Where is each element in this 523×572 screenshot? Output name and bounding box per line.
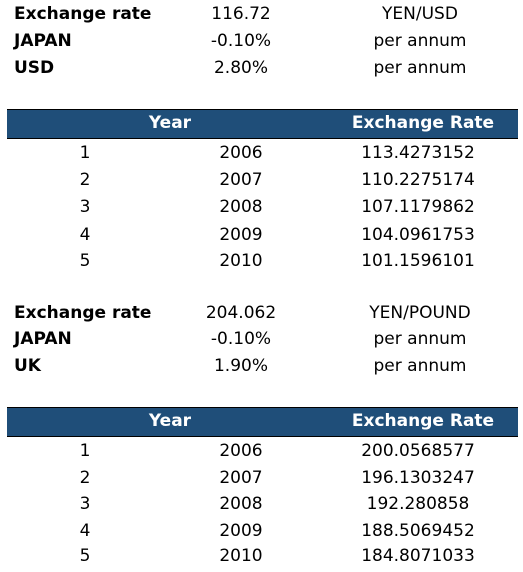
row-rate: 104.0961753 bbox=[361, 225, 475, 245]
row-year: 2009 bbox=[219, 521, 263, 541]
row-rate: 196.1303247 bbox=[361, 468, 475, 488]
row-index: 4 bbox=[79, 521, 91, 541]
row-rate: 101.1596101 bbox=[361, 251, 475, 271]
table-row: 4 2009 104.0961753 bbox=[0, 225, 523, 251]
row-year: 2010 bbox=[219, 546, 263, 566]
table-row: 2 2007 196.1303247 bbox=[0, 468, 523, 494]
param-label: JAPAN bbox=[14, 329, 72, 349]
param-label: Exchange rate bbox=[14, 4, 152, 24]
row-rate: 184.8071033 bbox=[361, 546, 475, 566]
row-index: 5 bbox=[79, 251, 91, 271]
param-label: Exchange rate bbox=[14, 303, 152, 323]
row-index: 2 bbox=[79, 170, 91, 190]
param-unit: per annum bbox=[373, 356, 467, 376]
row-year: 2007 bbox=[219, 468, 263, 488]
row-rate: 200.0568577 bbox=[361, 441, 475, 461]
header-exchange-rate: Exchange Rate bbox=[351, 113, 495, 133]
row-index: 5 bbox=[79, 546, 91, 566]
table-row: 3 2008 107.1179862 bbox=[0, 197, 523, 223]
param-value: -0.10% bbox=[210, 329, 272, 349]
row-rate: 113.4273152 bbox=[361, 143, 475, 163]
row-index: 2 bbox=[79, 468, 91, 488]
row-rate: 192.280858 bbox=[366, 494, 470, 514]
row-rate: 107.1179862 bbox=[361, 197, 475, 217]
row-index: 4 bbox=[79, 225, 91, 245]
row-year: 2006 bbox=[219, 143, 263, 163]
table-row: 1 2006 200.0568577 bbox=[0, 441, 523, 467]
param-label: JAPAN bbox=[14, 31, 72, 51]
param-value: 2.80% bbox=[213, 58, 268, 78]
header-year: Year bbox=[148, 411, 192, 431]
param-value: -0.10% bbox=[210, 31, 272, 51]
table-row: 3 2008 192.280858 bbox=[0, 494, 523, 520]
row-index: 3 bbox=[79, 494, 91, 514]
table-row: 5 2010 101.1596101 bbox=[0, 251, 523, 277]
row-year: 2008 bbox=[219, 197, 263, 217]
row-rate: 110.2275174 bbox=[361, 170, 475, 190]
row-index: 1 bbox=[79, 143, 91, 163]
param-unit: per annum bbox=[373, 58, 467, 78]
row-index: 1 bbox=[79, 441, 91, 461]
row-year: 2010 bbox=[219, 251, 263, 271]
row-index: 3 bbox=[79, 197, 91, 217]
param-unit: per annum bbox=[373, 329, 467, 349]
param-value: 116.72 bbox=[211, 4, 271, 24]
row-year: 2008 bbox=[219, 494, 263, 514]
table-row: 1 2006 113.4273152 bbox=[0, 143, 523, 169]
param-value: 204.062 bbox=[205, 303, 277, 323]
uk-table-header: Year Exchange Rate bbox=[7, 407, 518, 437]
table-row: 4 2009 188.5069452 bbox=[0, 521, 523, 547]
row-year: 2006 bbox=[219, 441, 263, 461]
param-label: USD bbox=[14, 58, 55, 78]
usd-table-header: Year Exchange Rate bbox=[7, 109, 518, 139]
table-row: 5 2010 184.8071033 bbox=[0, 546, 523, 572]
param-unit: per annum bbox=[373, 31, 467, 51]
row-year: 2009 bbox=[219, 225, 263, 245]
param-unit: YEN/USD bbox=[382, 4, 458, 24]
param-unit: YEN/POUND bbox=[369, 303, 471, 323]
param-value: 1.90% bbox=[213, 356, 268, 376]
table-row: 2 2007 110.2275174 bbox=[0, 170, 523, 196]
param-label: UK bbox=[14, 356, 41, 376]
header-year: Year bbox=[148, 113, 192, 133]
header-exchange-rate: Exchange Rate bbox=[351, 411, 495, 431]
row-year: 2007 bbox=[219, 170, 263, 190]
row-rate: 188.5069452 bbox=[361, 521, 475, 541]
